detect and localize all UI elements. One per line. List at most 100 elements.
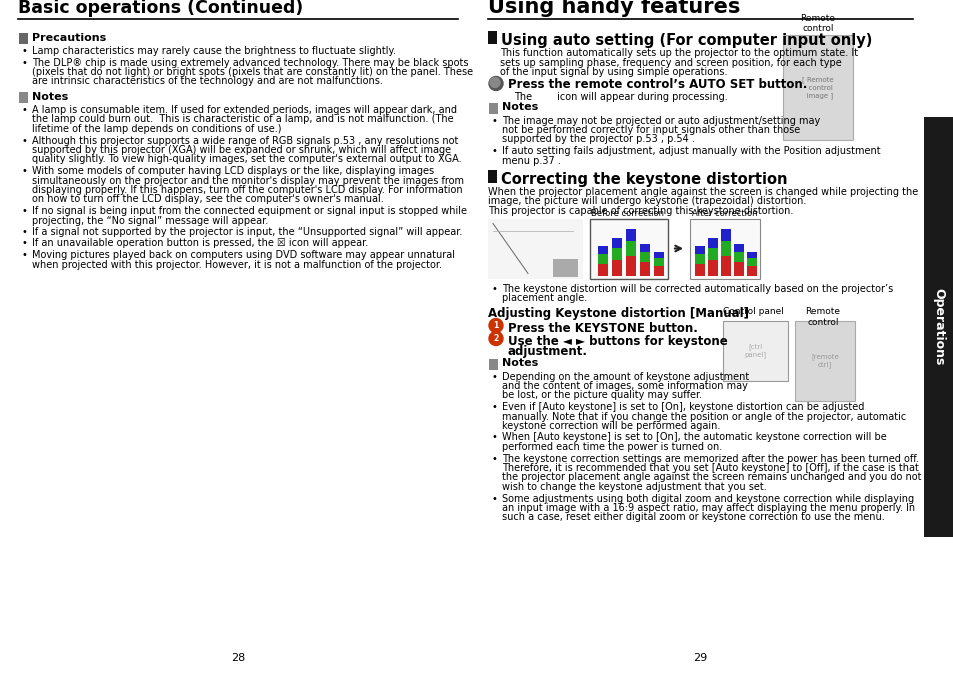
Bar: [695, 246, 704, 253]
Text: •: •: [22, 238, 28, 248]
Text: After correction: After correction: [692, 209, 757, 217]
Bar: [625, 255, 636, 276]
Text: Remote
control: Remote control: [804, 307, 840, 327]
Bar: [689, 219, 760, 278]
Text: This function automatically sets up the projector to the optimum state. It: This function automatically sets up the …: [499, 48, 858, 58]
Bar: [733, 251, 743, 261]
Text: •: •: [492, 284, 497, 294]
Bar: [707, 238, 718, 248]
Text: of the input signal by using simple operations.: of the input signal by using simple oper…: [499, 67, 727, 77]
Text: •: •: [492, 402, 497, 412]
Text: adjustment.: adjustment.: [507, 345, 587, 359]
Text: and the content of images, some information may: and the content of images, some informat…: [501, 381, 747, 391]
Bar: [612, 259, 621, 276]
Text: If no signal is being input from the connected equipment or signal input is stop: If no signal is being input from the con…: [32, 206, 467, 216]
Circle shape: [489, 77, 502, 91]
Text: •: •: [492, 454, 497, 464]
Text: Press the KEYSTONE button.: Press the KEYSTONE button.: [507, 322, 698, 334]
Text: If auto setting fails adjustment, adjust manually with the Position adjustment: If auto setting fails adjustment, adjust…: [501, 146, 880, 156]
Text: •: •: [22, 58, 28, 68]
Text: the projector placement angle against the screen remains unchanged and you do no: the projector placement angle against th…: [501, 473, 921, 483]
Bar: [489, 359, 497, 370]
Circle shape: [489, 332, 502, 345]
Text: not be performed correctly for input signals other than those: not be performed correctly for input sig…: [501, 125, 800, 135]
Bar: [612, 248, 621, 259]
Circle shape: [490, 77, 499, 87]
Text: •: •: [492, 146, 497, 156]
Bar: [794, 320, 854, 401]
Text: •: •: [492, 494, 497, 504]
Text: Lamp characteristics may rarely cause the brightness to fluctuate slightly.: Lamp characteristics may rarely cause th…: [32, 46, 395, 56]
Text: Using auto setting (For computer input only): Using auto setting (For computer input o…: [500, 33, 871, 48]
Text: placement angle.: placement angle.: [501, 293, 587, 303]
Text: when projected with this projector. However, it is not a malfunction of the proj: when projected with this projector. Howe…: [32, 259, 441, 269]
Text: With some models of computer having LCD displays or the like, displaying images: With some models of computer having LCD …: [32, 166, 434, 176]
Text: Therefore, it is recommended that you set [Auto keystone] to [Off], if the case : Therefore, it is recommended that you se…: [501, 463, 918, 473]
Text: performed each time the power is turned on.: performed each time the power is turned …: [501, 442, 721, 452]
Text: •: •: [22, 206, 28, 216]
Bar: [695, 253, 704, 263]
Text: Depending on the amount of keystone adjustment: Depending on the amount of keystone adju…: [501, 372, 748, 382]
Text: supported by the projector p.53 , p.54 .: supported by the projector p.53 , p.54 .: [501, 135, 694, 144]
Text: Using handy features: Using handy features: [488, 0, 740, 17]
Bar: [923, 117, 953, 537]
Bar: [707, 259, 718, 276]
Text: Notes: Notes: [501, 102, 537, 112]
Text: •: •: [22, 105, 28, 115]
Text: quality slightly. To view high-quality images, set the computer's external outpu: quality slightly. To view high-quality i…: [32, 154, 461, 165]
Bar: [489, 102, 497, 114]
Text: such a case, reset either digital zoom or keystone correction to use the menu.: such a case, reset either digital zoom o…: [501, 512, 883, 523]
Text: Remote
control: Remote control: [800, 14, 835, 33]
Text: Although this projector supports a wide range of RGB signals p.53 , any resoluti: Although this projector supports a wide …: [32, 135, 457, 146]
Text: Control panel: Control panel: [721, 307, 782, 317]
Text: If an unavailable operation button is pressed, the ☒ icon will appear.: If an unavailable operation button is pr…: [32, 238, 368, 248]
Bar: [639, 251, 649, 261]
Bar: [720, 229, 730, 240]
Bar: [733, 261, 743, 276]
Text: •: •: [492, 116, 497, 125]
Bar: [639, 244, 649, 251]
Text: an input image with a 16:9 aspect ratio, may affect displaying the menu properly: an input image with a 16:9 aspect ratio,…: [501, 503, 914, 513]
Text: manually. Note that if you change the position or angle of the projector, automa: manually. Note that if you change the po…: [501, 412, 905, 422]
Text: projecting, the “No signal” message will appear.: projecting, the “No signal” message will…: [32, 215, 268, 225]
Text: Some adjustments using both digital zoom and keystone correction while displayin: Some adjustments using both digital zoom…: [501, 494, 913, 504]
Text: (pixels that do not light) or bright spots (pixels that are constantly lit) on t: (pixels that do not light) or bright spo…: [32, 67, 473, 77]
Text: Moving pictures played back on computers using DVD software may appear unnatural: Moving pictures played back on computers…: [32, 250, 455, 260]
Text: Adjusting Keystone distortion [Manual]: Adjusting Keystone distortion [Manual]: [488, 307, 748, 320]
Text: lifetime of the lamp depends on conditions of use.): lifetime of the lamp depends on conditio…: [32, 124, 281, 134]
Bar: [746, 265, 757, 276]
Bar: [19, 92, 28, 103]
Text: [ctrl
panel]: [ctrl panel]: [743, 343, 766, 357]
Text: •: •: [22, 166, 28, 176]
Bar: [19, 33, 28, 44]
Bar: [654, 265, 663, 276]
Text: Press the remote control’s AUTO SET button.: Press the remote control’s AUTO SET butt…: [507, 79, 806, 91]
Bar: [488, 31, 497, 44]
Text: supported by this projector (XGA) will be expanded or shrunk, which will affect : supported by this projector (XGA) will b…: [32, 145, 451, 155]
Text: The keystone correction settings are memorized after the power has been turned o: The keystone correction settings are mem…: [501, 454, 918, 464]
Text: The DLP® chip is made using extremely advanced technology. There may be black sp: The DLP® chip is made using extremely ad…: [32, 58, 468, 68]
Bar: [598, 246, 607, 253]
Bar: [639, 261, 649, 276]
Text: •: •: [492, 372, 497, 382]
Text: Use the ◄ ► buttons for keystone: Use the ◄ ► buttons for keystone: [507, 334, 727, 347]
Text: The image may not be projected or auto adjustment/setting may: The image may not be projected or auto a…: [501, 116, 820, 125]
Text: [remote
ctrl]: [remote ctrl]: [810, 353, 838, 368]
Text: wish to change the keystone adjustment that you set.: wish to change the keystone adjustment t…: [501, 482, 766, 492]
Text: image, the picture will undergo keystone (trapezoidal) distortion.: image, the picture will undergo keystone…: [488, 196, 805, 206]
Text: Basic operations (Continued): Basic operations (Continued): [18, 0, 303, 17]
Text: simultaneously on the projector and the monitor's display may prevent the images: simultaneously on the projector and the …: [32, 175, 463, 185]
Bar: [654, 257, 663, 265]
Circle shape: [489, 318, 502, 332]
Bar: [720, 255, 730, 276]
Text: Operations: Operations: [931, 288, 944, 366]
Bar: [654, 251, 663, 257]
Text: Even if [Auto keystone] is set to [On], keystone distortion can be adjusted: Even if [Auto keystone] is set to [On], …: [501, 402, 863, 412]
Text: When [Auto keystone] is set to [On], the automatic keystone correction will be: When [Auto keystone] is set to [On], the…: [501, 433, 886, 443]
Text: Notes: Notes: [32, 92, 69, 102]
Text: If a signal not supported by the projector is input, the “Unsupported signal” wi: If a signal not supported by the project…: [32, 227, 462, 237]
Bar: [488, 219, 582, 278]
Text: •: •: [22, 227, 28, 237]
Text: This projector is capable of correcting this keystone distortion.: This projector is capable of correcting …: [488, 206, 793, 216]
Text: When the projector placement angle against the screen is changed while projectin: When the projector placement angle again…: [488, 187, 918, 197]
